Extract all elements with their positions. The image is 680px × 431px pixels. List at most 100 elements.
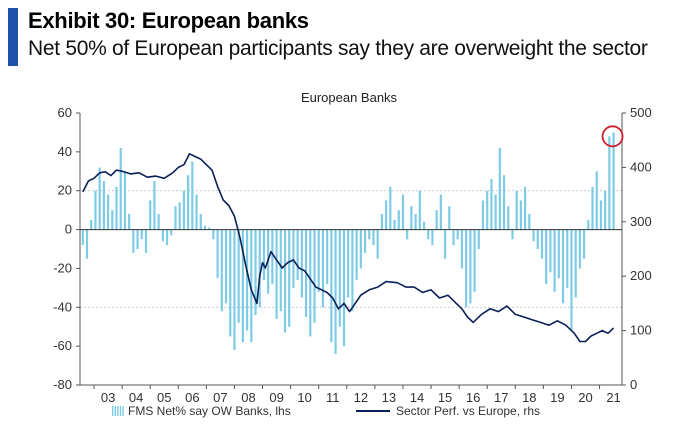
x-tick-label: 10 <box>297 390 311 405</box>
legend-bar-swatch <box>117 406 119 416</box>
bar <box>397 210 400 230</box>
bar <box>359 229 362 269</box>
y-right-tick-label: 300 <box>630 214 652 229</box>
bar <box>170 229 173 236</box>
bar <box>115 186 118 230</box>
bar <box>401 194 405 230</box>
x-tick-label: 17 <box>494 390 508 405</box>
bar <box>326 229 329 284</box>
bar <box>549 229 552 273</box>
y-left-tick-label: -20 <box>53 260 72 275</box>
bar <box>309 229 312 337</box>
bar <box>136 229 139 249</box>
x-tick-label: 18 <box>522 390 536 405</box>
bar <box>102 181 105 230</box>
bar <box>587 219 590 230</box>
x-tick-label: 20 <box>578 390 592 405</box>
bar <box>123 171 127 230</box>
bar <box>355 229 358 281</box>
x-tick-label: 09 <box>269 390 283 405</box>
y-left-tick-label: 20 <box>58 183 72 198</box>
bar <box>212 229 215 240</box>
bar <box>448 206 451 230</box>
bar <box>317 229 320 292</box>
legend-label-bars: FMS Net% say OW Banks, lhs <box>128 404 291 418</box>
bar <box>250 229 253 343</box>
x-tick-label: 08 <box>241 390 255 405</box>
bar <box>132 229 135 253</box>
bar <box>490 179 493 230</box>
x-tick-label: 11 <box>326 390 340 405</box>
bar <box>393 219 396 230</box>
bar <box>208 227 211 230</box>
bar <box>90 219 93 230</box>
bar <box>604 190 607 230</box>
x-tick-label: 19 <box>550 390 564 405</box>
bar <box>229 229 232 337</box>
y-right-tick-label: 400 <box>630 159 652 174</box>
x-tick-label: 07 <box>213 390 227 405</box>
y-left-tick-label: -40 <box>53 299 72 314</box>
bar <box>245 229 249 331</box>
legend-label-line: Sector Perf. vs Europe, rhs <box>396 404 540 418</box>
bar <box>195 194 198 230</box>
bar <box>237 229 240 323</box>
bar <box>561 229 565 304</box>
bar <box>422 221 426 230</box>
bar <box>85 229 89 259</box>
y-left-tick-label: 40 <box>58 144 72 159</box>
x-tick-label: 12 <box>354 390 368 405</box>
bar <box>157 214 160 230</box>
bar <box>519 200 523 230</box>
bar <box>591 186 594 230</box>
bar <box>279 229 282 312</box>
bar <box>545 229 548 284</box>
bar <box>220 229 223 312</box>
bar <box>111 210 114 230</box>
bar <box>191 161 194 230</box>
y-right-tick-label: 100 <box>630 323 652 338</box>
y-left-tick-label: -80 <box>53 377 72 392</box>
bar <box>347 229 350 298</box>
x-tick-label: 14 <box>410 390 424 405</box>
y-right-tick-label: 500 <box>630 105 652 120</box>
bar <box>119 147 122 230</box>
bar <box>380 214 383 230</box>
x-tick-label: 13 <box>382 390 396 405</box>
bar <box>81 229 84 246</box>
y-left-tick-label: 60 <box>58 105 72 120</box>
bar <box>140 229 143 240</box>
bar <box>410 206 413 230</box>
bar <box>595 171 598 230</box>
highlight-circle <box>601 125 624 148</box>
bar <box>321 229 325 308</box>
bar <box>376 229 379 259</box>
bar <box>330 229 333 343</box>
bar <box>271 229 274 284</box>
bar <box>174 206 177 230</box>
bar <box>612 132 615 230</box>
bar <box>532 229 535 242</box>
bar <box>203 225 207 230</box>
bar <box>536 229 539 249</box>
bar <box>292 229 295 288</box>
bar <box>481 200 485 230</box>
bar <box>334 229 337 354</box>
bar <box>182 190 186 230</box>
bar <box>275 229 278 319</box>
bar <box>515 190 518 230</box>
bar <box>486 190 489 230</box>
y-right-tick-label: 0 <box>630 377 637 392</box>
bar <box>465 229 468 308</box>
bar <box>524 186 527 230</box>
legend-bar-swatch <box>112 406 114 416</box>
bar <box>389 186 392 230</box>
bar <box>418 190 421 230</box>
bar <box>582 229 586 259</box>
bar <box>574 229 577 298</box>
bar <box>557 229 560 279</box>
bar <box>494 194 497 230</box>
y-left-tick-label: -60 <box>53 338 72 353</box>
bar <box>342 229 346 347</box>
